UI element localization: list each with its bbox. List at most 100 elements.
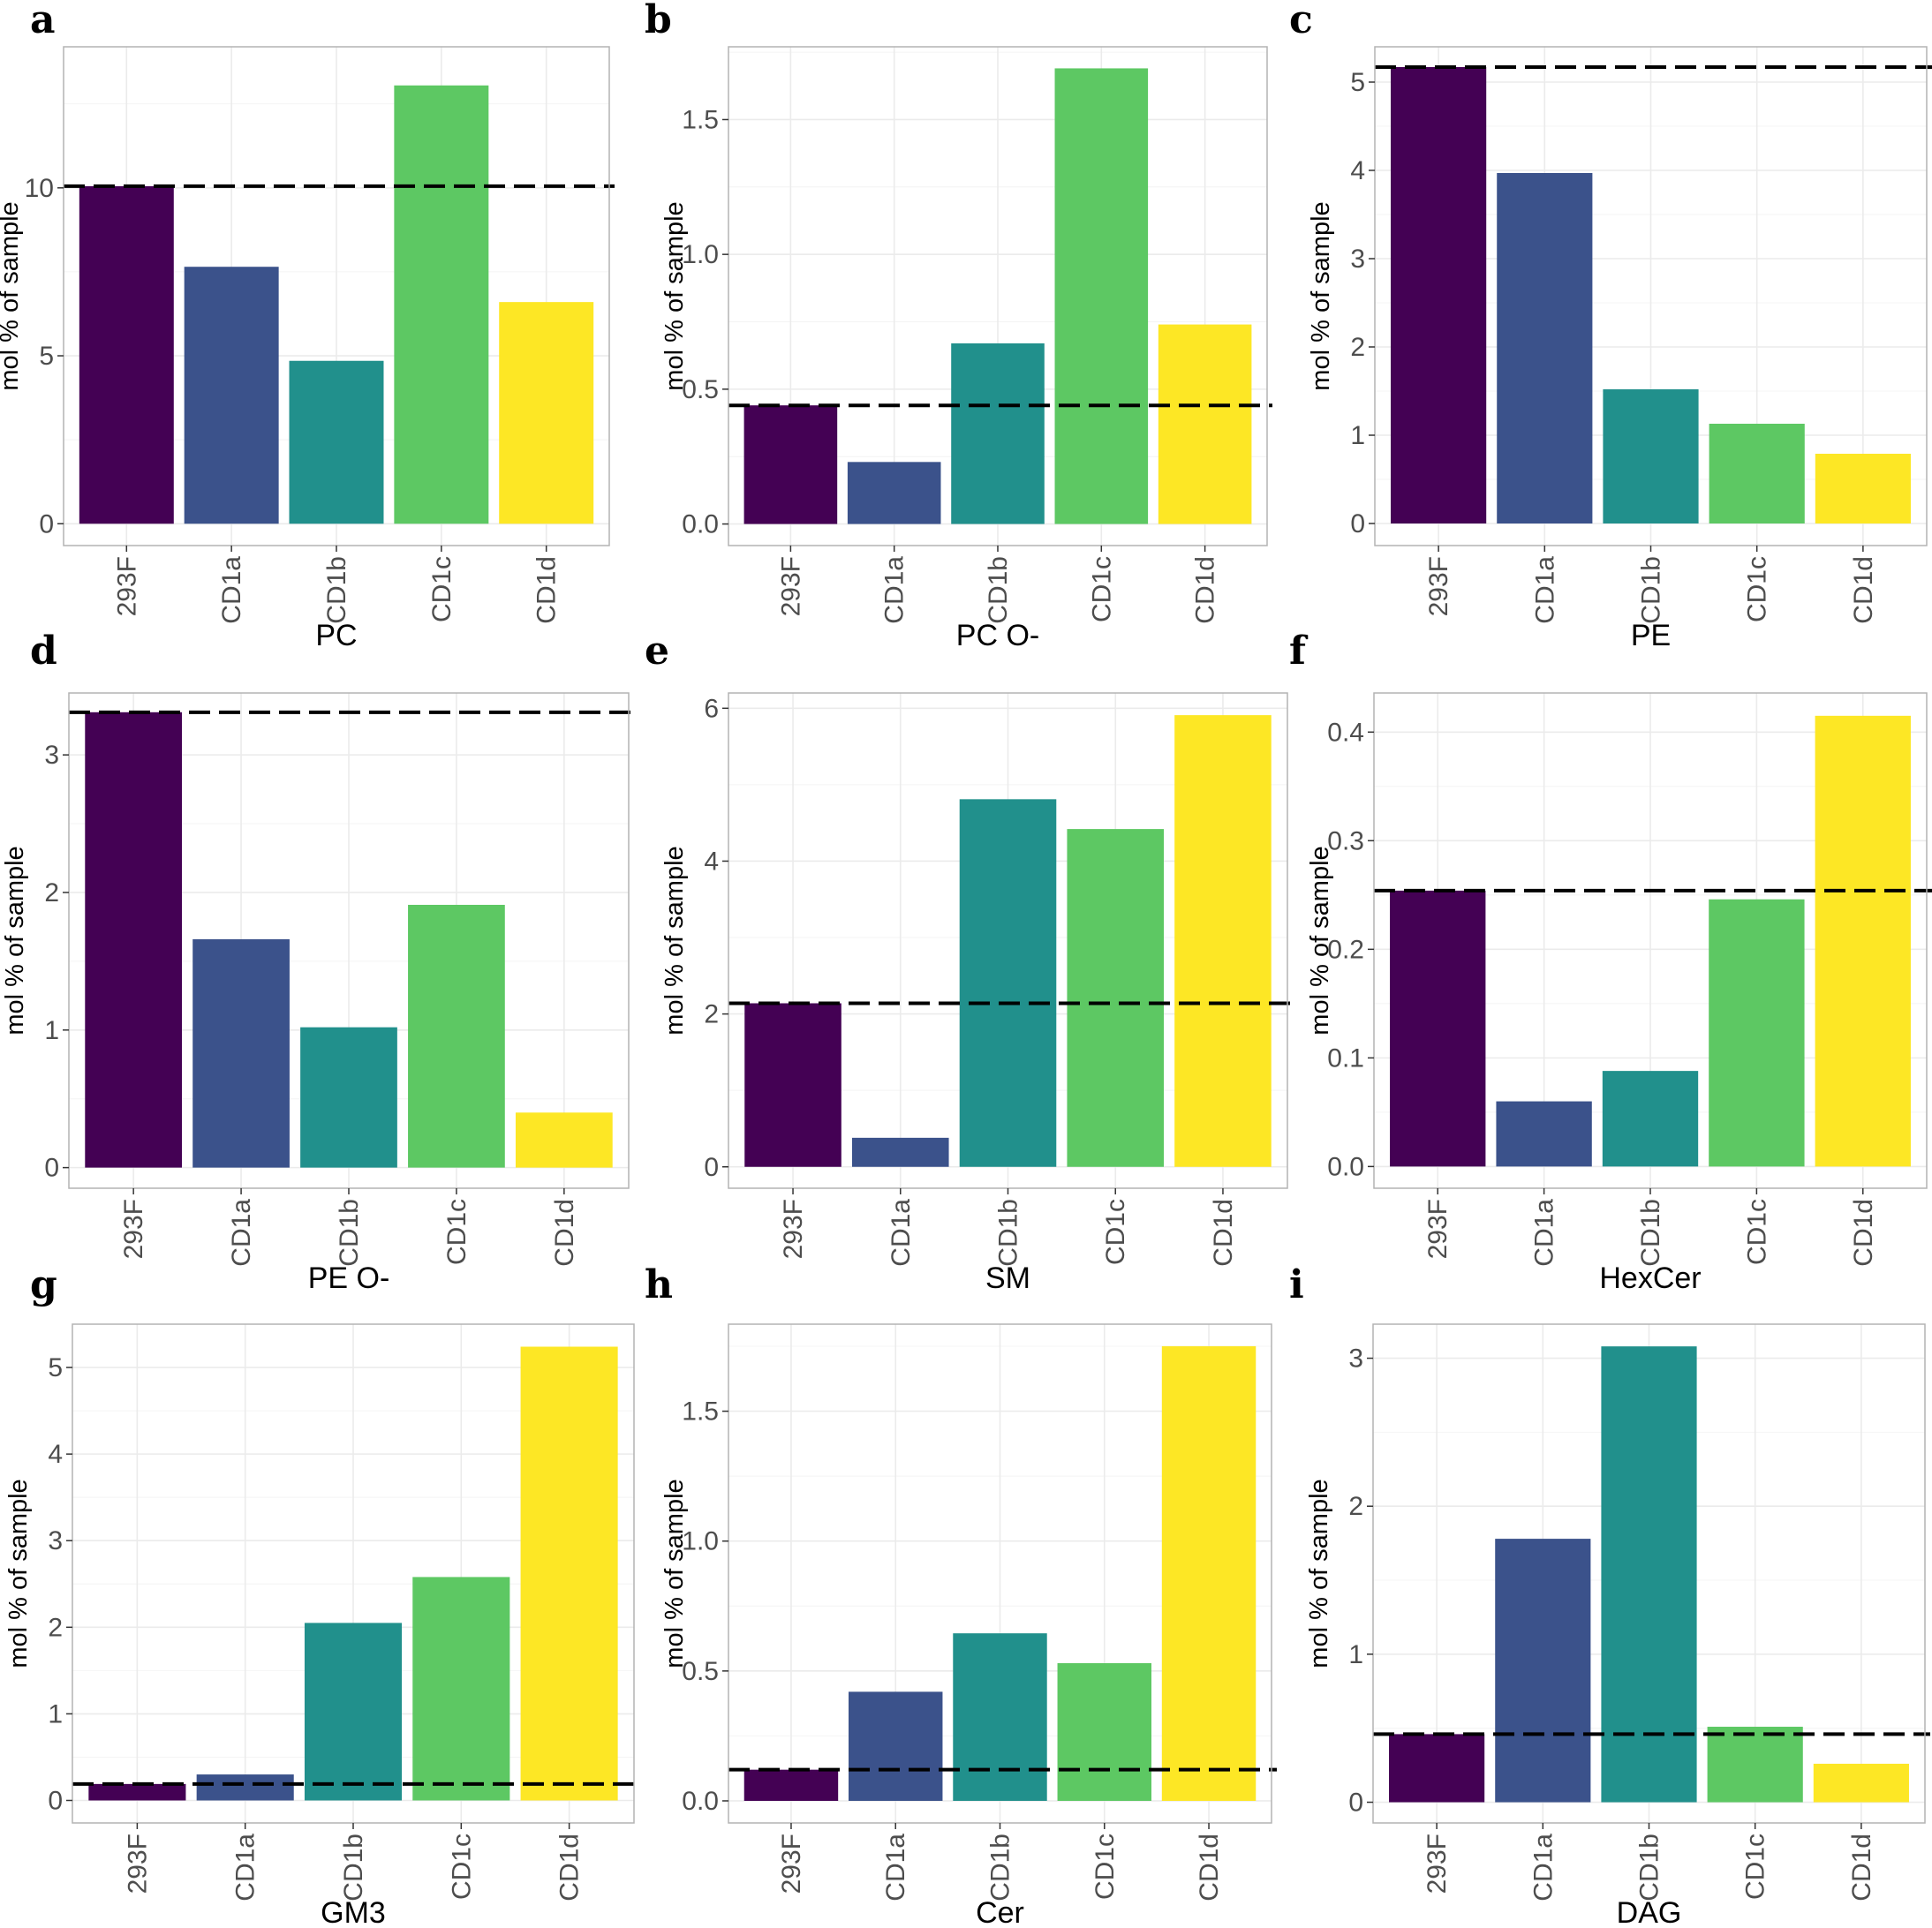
y-tick-label: 10	[25, 174, 54, 203]
x-tick-label-cd1c: CD1c	[442, 1199, 472, 1265]
lipid-class-title: PE O-	[308, 1261, 390, 1295]
y-axis-title: mol % of sample	[660, 846, 689, 1035]
y-tick-label: 4	[48, 1440, 63, 1469]
bar-cd1d	[1815, 454, 1911, 523]
lipid-class-title: DAG	[1617, 1896, 1682, 1928]
y-tick-label: 5	[1350, 68, 1365, 97]
bar-cd1b	[953, 1633, 1047, 1801]
x-tick-label-cd1a: CD1a	[1528, 1834, 1558, 1902]
y-tick-label: 0.0	[682, 510, 719, 539]
bar-cd1b	[1601, 1346, 1697, 1803]
bar-cd1c	[1067, 829, 1165, 1167]
y-tick-label: 0.5	[682, 375, 719, 404]
bar-cd1d	[515, 1112, 613, 1168]
bar-cd1b	[289, 360, 384, 524]
x-tick-label-293f: 293F	[1423, 1199, 1453, 1259]
y-tick-label: 3	[1350, 245, 1365, 274]
x-tick-label-cd1b: CD1b	[322, 556, 351, 624]
x-tick-label-cd1b: CD1b	[986, 1834, 1015, 1902]
x-tick-label-293f: 293F	[776, 556, 805, 616]
y-tick-label: 1.5	[682, 105, 719, 134]
x-tick-label-cd1d: CD1d	[550, 1199, 579, 1267]
y-tick-label: 4	[1350, 156, 1365, 185]
bar-293f	[88, 1783, 186, 1801]
bar-cd1a	[1496, 1101, 1592, 1167]
bar-cd1a	[184, 267, 279, 524]
y-tick-label: 5	[39, 342, 54, 371]
x-tick-label-293f: 293F	[123, 1834, 152, 1894]
panel-i: i 0 1 2 3 293F CD1a CD1b CD1c CD1d mol % of sample…	[1289, 1262, 1930, 1928]
x-tick-label-cd1c: CD1c	[427, 556, 457, 622]
x-tick-label-293f: 293F	[777, 1834, 806, 1894]
bar-cd1b	[304, 1623, 403, 1801]
y-tick-label: 2	[1348, 1492, 1363, 1521]
y-tick-label: 2	[44, 878, 59, 908]
x-tick-label-cd1c: CD1c	[1091, 1834, 1120, 1900]
y-tick-label: 0.4	[1327, 718, 1364, 747]
y-tick-label: 3	[44, 741, 59, 770]
panel-letter-f: f	[1289, 629, 1309, 674]
bar-cd1b	[300, 1027, 397, 1168]
bar-cd1a	[849, 1691, 943, 1801]
x-tick-label-cd1c: CD1c	[1743, 556, 1772, 622]
x-tick-label-cd1d: CD1d	[555, 1834, 585, 1902]
bar-293f	[743, 1769, 839, 1801]
bar-cd1b	[1603, 389, 1699, 523]
lipid-class-title: PE	[1631, 619, 1671, 652]
y-axis-title: mol % of sample	[1305, 1479, 1333, 1668]
x-tick-label-cd1a: CD1a	[1530, 1199, 1559, 1267]
bar-cd1a	[847, 462, 941, 524]
bar-cd1a	[1497, 173, 1593, 523]
y-tick-label: 1	[48, 1699, 63, 1728]
y-tick-label: 5	[48, 1353, 63, 1382]
y-tick-label: 0.1	[1327, 1043, 1364, 1073]
x-tick-label-cd1b: CD1b	[1635, 1834, 1664, 1902]
bar-cd1a	[192, 938, 290, 1168]
x-tick-label-cd1c: CD1c	[447, 1834, 476, 1900]
panel-letter-a: a	[30, 0, 56, 42]
x-tick-label-cd1d: CD1d	[1195, 1834, 1224, 1902]
lipid-class-title: SM	[985, 1261, 1030, 1295]
bar-cd1d	[499, 302, 594, 524]
lipid-class-title: HexCer	[1599, 1261, 1701, 1295]
x-tick-label-cd1a: CD1a	[881, 1834, 910, 1902]
y-axis-title: mol % of sample	[4, 1479, 33, 1668]
panel-d: d 0 1 2 3 293F CD1a CD1b CD1c CD1d mol % of sample…	[1, 629, 634, 1295]
bar-293f	[744, 1003, 841, 1167]
bar-cd1a	[851, 1137, 949, 1167]
x-tick-label-cd1c: CD1c	[1741, 1834, 1770, 1900]
bar-293f	[1390, 890, 1486, 1167]
x-tick-label-cd1b: CD1b	[335, 1199, 364, 1267]
x-tick-label-cd1b: CD1b	[984, 556, 1013, 624]
lipid-class-title: PC O-	[956, 619, 1039, 652]
bar-cd1d	[1813, 1763, 1909, 1803]
x-tick-label-cd1a: CD1a	[227, 1199, 256, 1267]
bar-cd1a	[196, 1774, 294, 1801]
lipid-class-title: Cer	[976, 1896, 1024, 1928]
y-tick-label: 3	[1348, 1344, 1363, 1374]
x-tick-label-cd1c: CD1c	[1087, 556, 1116, 622]
bar-cd1a	[1495, 1539, 1591, 1803]
bar-cd1c	[1709, 899, 1805, 1167]
y-axis-title: mol % of sample	[1307, 201, 1335, 390]
x-tick-label-cd1d: CD1d	[532, 556, 562, 624]
bar-293f	[743, 405, 838, 524]
y-tick-label: 0	[1350, 509, 1365, 538]
lipid-class-title: GM3	[321, 1896, 386, 1928]
y-axis-title: mol % of sample	[660, 201, 689, 390]
x-tick-label-cd1d: CD1d	[1849, 1199, 1878, 1267]
x-tick-label-cd1c: CD1c	[1101, 1199, 1130, 1265]
x-tick-label-cd1b: CD1b	[339, 1834, 368, 1902]
bar-cd1c	[1709, 424, 1805, 523]
x-tick-label-293f: 293F	[1424, 556, 1453, 616]
x-tick-label-293f: 293F	[779, 1199, 808, 1259]
bar-293f	[85, 712, 183, 1168]
panel-letter-c: c	[1289, 0, 1313, 42]
panel-f: f 0.0 0.1 0.2 0.3 0.4 293F CD1a CD1b CD1c CD1d mol …	[1289, 629, 1932, 1295]
y-tick-label: 0.5	[682, 1657, 719, 1686]
y-tick-label: 0	[704, 1153, 719, 1182]
y-tick-label: 2	[48, 1613, 63, 1642]
y-tick-label: 6	[704, 694, 719, 723]
x-tick-label-293f: 293F	[119, 1199, 148, 1259]
y-tick-label: 3	[48, 1526, 63, 1555]
